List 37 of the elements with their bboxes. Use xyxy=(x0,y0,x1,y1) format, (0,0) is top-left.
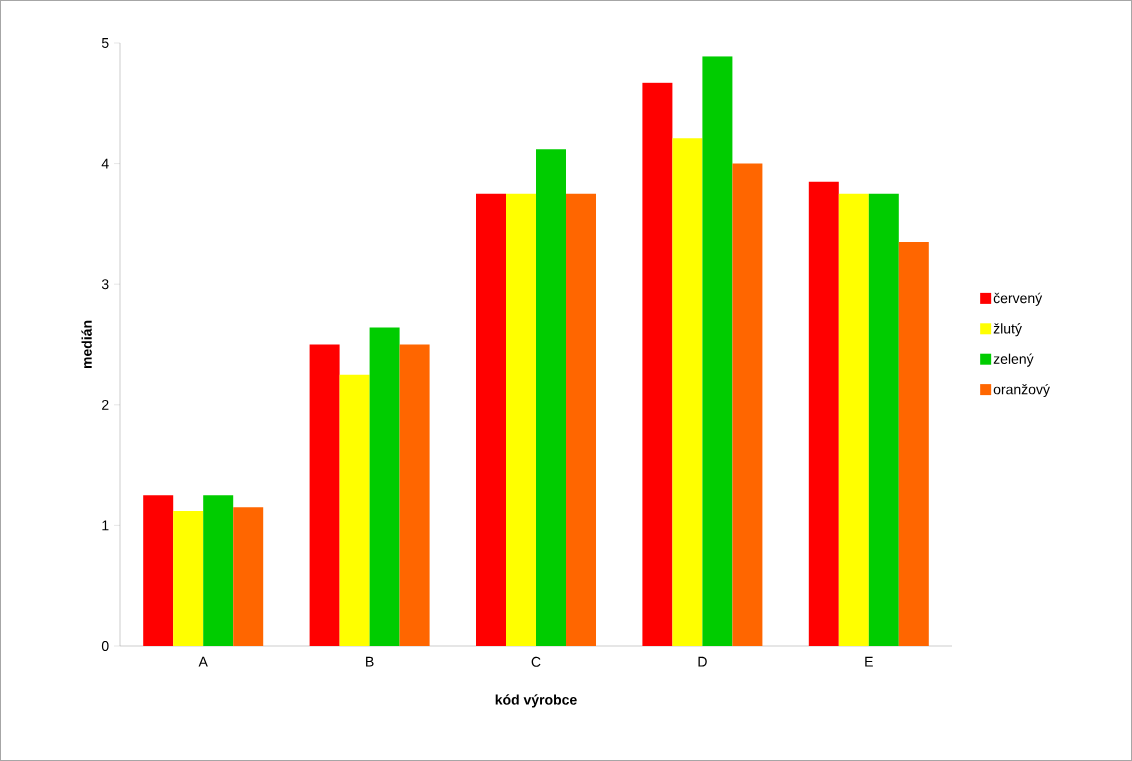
y-tick-label: 5 xyxy=(101,38,109,48)
bar xyxy=(536,149,566,646)
bar xyxy=(309,344,340,646)
x-tick-label: E xyxy=(865,656,873,667)
bar xyxy=(173,510,204,646)
y-tick-label: 1 xyxy=(102,520,109,531)
bar xyxy=(808,181,839,646)
legend-label: zelený xyxy=(993,353,1034,367)
legend-label: červený xyxy=(993,292,1043,306)
x-tick-label: D xyxy=(698,656,707,667)
y-tick-label: 3 xyxy=(101,279,109,290)
bar xyxy=(506,193,536,646)
x-tick-label: B xyxy=(366,656,374,667)
bar xyxy=(203,495,234,646)
legend-label: oranžový xyxy=(993,383,1050,398)
y-tick-label: 2 xyxy=(102,399,109,410)
y-tick-label: 0 xyxy=(101,641,109,651)
bar xyxy=(233,507,264,646)
y-tick-label: 4 xyxy=(101,158,109,169)
bar xyxy=(838,193,869,646)
bar xyxy=(566,193,596,646)
x-tick-label: C xyxy=(531,656,541,667)
bar xyxy=(672,138,703,646)
y-axis-title: medián xyxy=(81,320,92,369)
bar xyxy=(732,163,763,646)
bar xyxy=(702,56,733,646)
x-axis-title: kód výrobce xyxy=(495,694,577,708)
x-tick-label: A xyxy=(198,656,208,667)
bar xyxy=(369,327,400,646)
bar xyxy=(642,82,673,646)
bar xyxy=(898,241,929,646)
bar xyxy=(143,495,174,646)
bar xyxy=(339,374,370,646)
legend-label: žlutý xyxy=(993,323,1022,337)
bar xyxy=(476,193,506,646)
bar xyxy=(868,193,899,646)
bar xyxy=(399,344,430,646)
